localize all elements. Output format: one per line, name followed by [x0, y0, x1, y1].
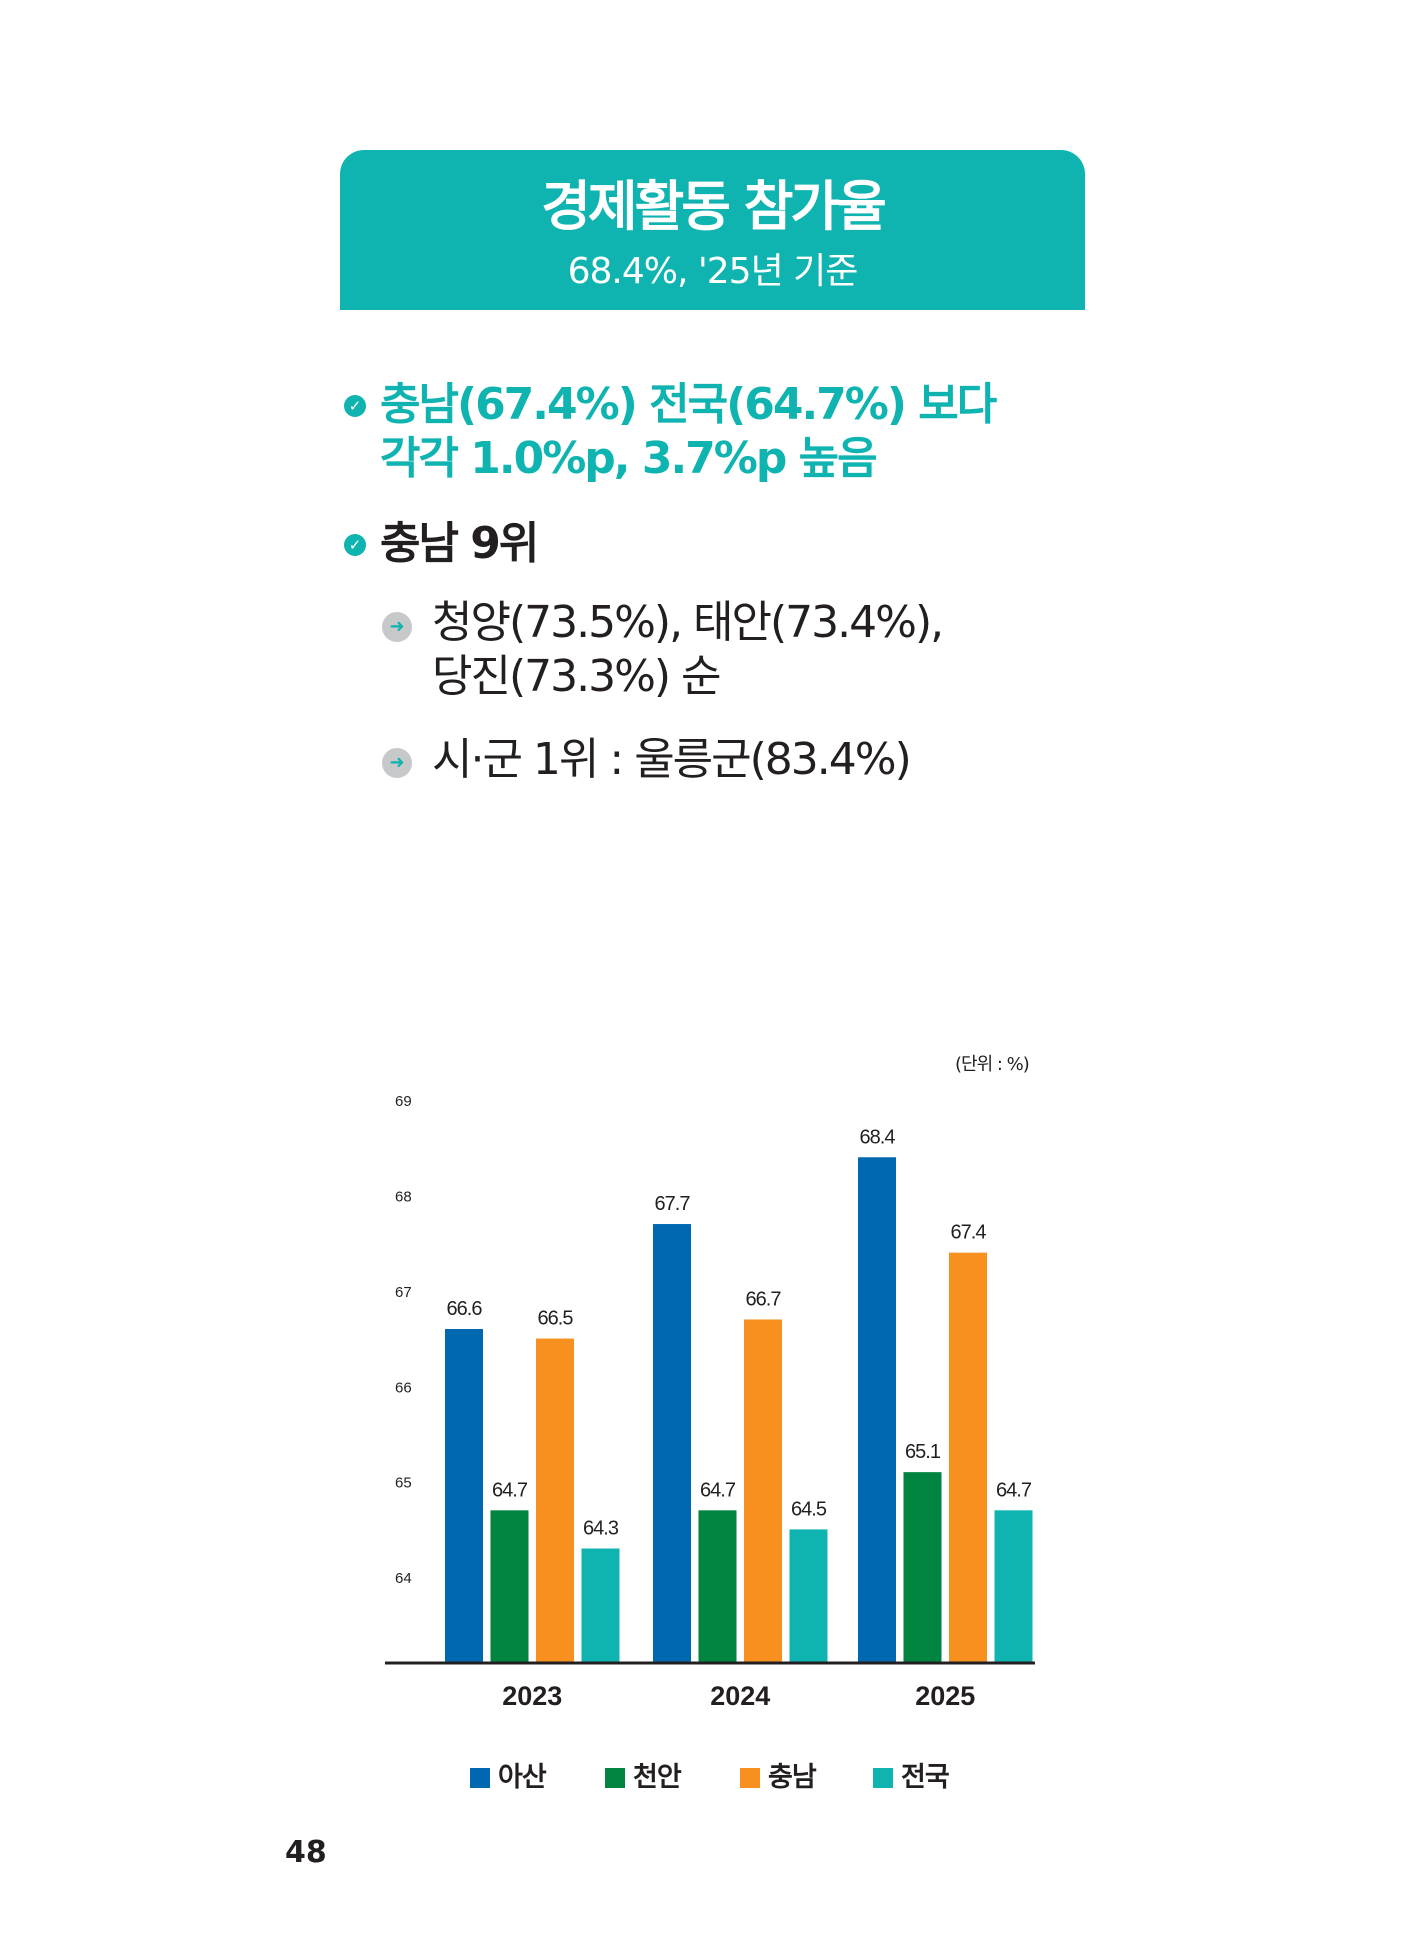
legend-label: 아산: [498, 1762, 547, 1793]
data-label: 64.7: [700, 1479, 736, 1501]
data-label: 67.4: [951, 1222, 987, 1244]
arrow-circle-icon: ➜: [382, 748, 412, 778]
bullet-2-text: 충남 9위: [380, 517, 539, 571]
legend-item-national: 전국: [873, 1755, 950, 1794]
legend-label: 충남: [768, 1762, 817, 1793]
header-subtitle: 68.4%, '25년 기준: [567, 251, 859, 292]
header-title: 경제활동 참가율: [541, 175, 887, 238]
check-circle-icon: ✓: [344, 534, 366, 556]
bar: [581, 1548, 620, 1663]
legend-item-asan: 아산: [470, 1755, 547, 1794]
data-label: 68.4: [860, 1126, 896, 1148]
legend-swatch: [605, 1768, 625, 1788]
check-circle-icon: ✓: [344, 395, 366, 417]
bullet-1-line-2: 각각 1.0%p, 3.7%p 높음: [380, 433, 878, 484]
bar: [949, 1252, 987, 1663]
data-label: 65.1: [905, 1441, 941, 1463]
chart-legend: 아산 천안 충남 전국: [470, 1755, 990, 1795]
page-number: 48: [285, 1835, 327, 1870]
y-tick-label: 67: [395, 1284, 412, 1301]
legend-item-cheonan: 천안: [605, 1755, 682, 1794]
bullet-1-text: 충남(67.4%) 전국(64.7%) 보다 각각 1.0%p, 3.7%p 높…: [380, 378, 997, 486]
data-label: 64.7: [492, 1479, 528, 1501]
sub-bullet-1-line-1: 청양(73.5%), 태안(73.4%),: [432, 597, 944, 648]
data-label: 66.5: [538, 1308, 574, 1330]
unit-label: (단위 : %): [955, 1054, 1030, 1075]
bar: [789, 1529, 828, 1663]
bar: [994, 1510, 1033, 1663]
y-tick-label: 66: [395, 1379, 412, 1396]
legend-swatch: [740, 1768, 760, 1788]
x-tick-label: 2025: [915, 1681, 975, 1711]
legend-label: 전국: [901, 1762, 950, 1793]
data-label: 64.3: [583, 1517, 619, 1539]
bar: [653, 1224, 691, 1663]
x-tick-label: 2024: [710, 1681, 770, 1711]
y-tick-label: 69: [395, 1093, 412, 1110]
sub-bullet-1-text: 청양(73.5%), 태안(73.4%), 당진(73.3%) 순: [432, 596, 944, 704]
sub-bullet-2-line-1: 시·군 1위 : 울릉군(83.4%): [432, 734, 912, 785]
bullet-1-line-1: 충남(67.4%) 전국(64.7%) 보다: [380, 379, 997, 430]
bar: [858, 1157, 896, 1663]
data-label: 64.7: [996, 1479, 1032, 1501]
data-label: 64.5: [791, 1498, 827, 1520]
data-label: 66.7: [746, 1288, 782, 1310]
sub-bullet-2-text: 시·군 1위 : 울릉군(83.4%): [432, 733, 912, 787]
data-label: 67.7: [655, 1193, 691, 1215]
bar: [445, 1329, 483, 1663]
header-banner: 경제활동 참가율 68.4%, '25년 기준: [340, 150, 1085, 310]
sub-bullet-1-line-2: 당진(73.3%) 순: [432, 651, 722, 702]
y-tick-label: 64: [395, 1570, 412, 1587]
arrow-circle-icon: ➜: [382, 612, 412, 642]
legend-swatch: [873, 1768, 893, 1788]
bar: [698, 1510, 737, 1663]
legend-swatch: [470, 1768, 490, 1788]
data-label: 66.6: [447, 1298, 483, 1320]
bar: [536, 1338, 574, 1663]
legend-item-chungnam: 충남: [740, 1755, 817, 1794]
bullet-2-line-1: 충남 9위: [380, 518, 539, 569]
bar: [490, 1510, 529, 1663]
x-tick-label: 2023: [502, 1681, 562, 1711]
y-tick-label: 68: [395, 1188, 412, 1205]
bar: [744, 1319, 782, 1663]
legend-label: 천안: [633, 1762, 682, 1793]
y-tick-label: 65: [395, 1475, 412, 1492]
bar: [903, 1472, 942, 1663]
